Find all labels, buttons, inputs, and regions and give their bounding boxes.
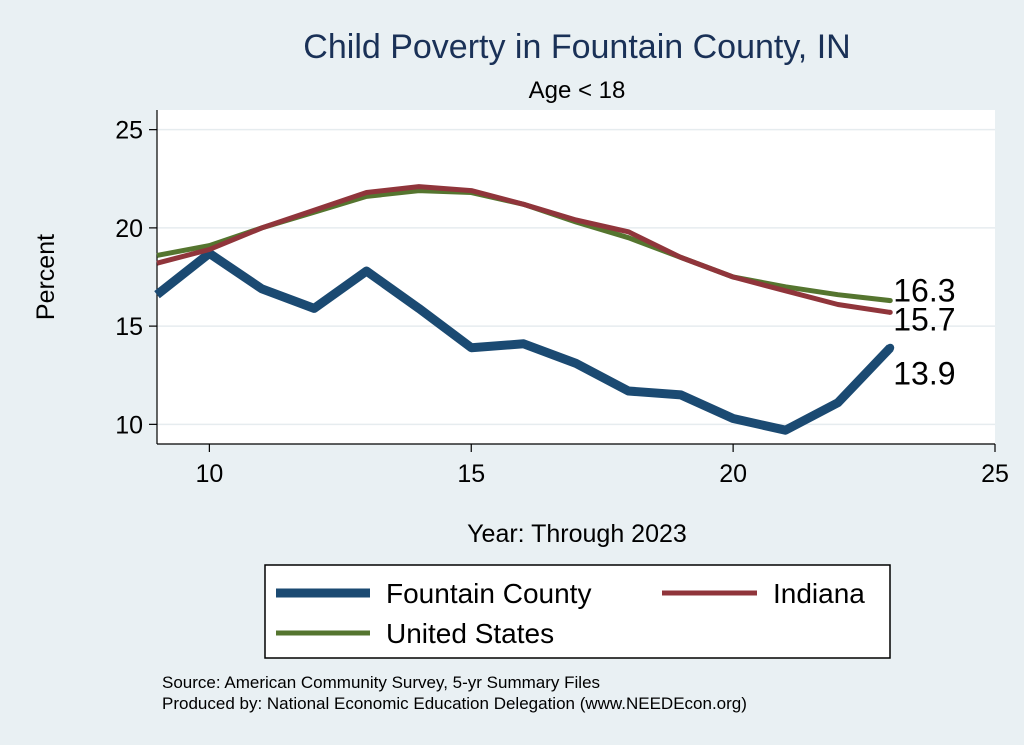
x-tick-label-15: 15 — [457, 460, 485, 488]
series-line-indiana — [156, 184, 891, 315]
axes — [149, 110, 996, 452]
end-label-indiana: 15.7 — [893, 301, 955, 337]
tick-labels: 10 15 20 25 10 15 20 25 — [115, 117, 1009, 488]
produced-by-note: Produced by: National Economic Education… — [162, 694, 747, 713]
end-point-fountain-county — [886, 343, 895, 352]
x-tick-label-25: 25 — [981, 460, 1009, 488]
chart-subtitle: Age < 18 — [529, 77, 626, 104]
end-label-united-states: 16.3 — [893, 273, 955, 309]
y-axis-title: Percent — [32, 234, 60, 320]
end-point-indiana — [887, 309, 893, 315]
end-label-fountain-county: 13.9 — [893, 356, 955, 392]
legend-label-united-states: United States — [386, 618, 554, 649]
grid-lines — [157, 128, 995, 426]
series-line-fountain-county — [154, 248, 894, 435]
x-tick-label-10: 10 — [195, 460, 223, 488]
x-axis-title: Year: Through 2023 — [467, 520, 687, 548]
legend-label-indiana: Indiana — [773, 578, 865, 609]
y-tick-label-25: 25 — [115, 117, 143, 145]
end-point-united-states — [887, 298, 893, 304]
y-tick-label-15: 15 — [115, 313, 143, 341]
end-labels: 13.9 15.716.3 — [893, 273, 955, 392]
legend: Fountain County Indiana United States — [264, 564, 891, 659]
legend-label-fountain-county: Fountain County — [386, 578, 591, 609]
source-note: Source: American Community Survey, 5-yr … — [162, 673, 600, 692]
plot-area — [157, 110, 995, 444]
legend-box — [264, 564, 891, 659]
y-tick-label-10: 10 — [115, 411, 143, 439]
chart-title: Child Poverty in Fountain County, IN — [303, 28, 850, 66]
x-tick-label-20: 20 — [719, 460, 747, 488]
series-lines — [154, 184, 895, 435]
y-tick-label-20: 20 — [115, 215, 143, 243]
